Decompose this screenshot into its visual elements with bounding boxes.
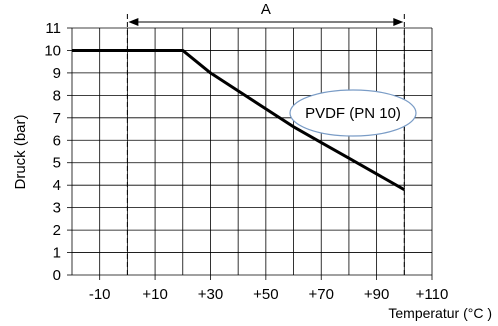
x-tick-label: +110 [416,286,449,303]
x-tick-label: +70 [309,286,334,303]
series-label: PVDF (PN 10) [305,105,401,122]
y-axis-label: Druck (bar) [12,114,29,189]
y-tick-label: 2 [53,222,61,239]
x-tick-label: +50 [253,286,278,303]
y-tick-label: 7 [53,110,61,127]
x-tick-label: +90 [364,286,389,303]
y-tick-label: 8 [53,87,61,104]
y-tick-label: 3 [53,200,61,217]
x-axis-label: Temperatur (°C ) [388,305,492,321]
series-layer [72,48,406,191]
range-arrowhead-right [393,18,404,26]
y-tick-label: 0 [53,267,61,284]
x-tick-label: +30 [198,286,223,303]
y-tick-label: 5 [53,155,61,172]
grid [67,27,433,280]
x-tick-label: +10 [142,286,167,303]
series-callout: PVDF (PN 10) [289,89,417,137]
callout-ellipse [289,89,417,137]
y-tick-label: 6 [53,132,61,149]
x-tick-label: -10 [89,286,111,303]
y-tick-label: 9 [53,65,61,82]
series-line-0 [72,48,406,191]
y-tick-label: 1 [53,245,61,262]
y-tick-label: 10 [44,42,61,59]
range-label-a: A [261,1,271,18]
y-tick-labels: 0 1 2 3 4 5 6 7 8 9 10 11 [44,20,61,284]
x-tick-labels: -10 +10 +30 +50 +70 +90 +110 [89,286,448,303]
y-tick-label: 4 [53,177,61,194]
range-arrowhead-left [128,18,139,26]
y-tick-label: 11 [45,20,61,37]
range-annotation: A [126,1,405,275]
